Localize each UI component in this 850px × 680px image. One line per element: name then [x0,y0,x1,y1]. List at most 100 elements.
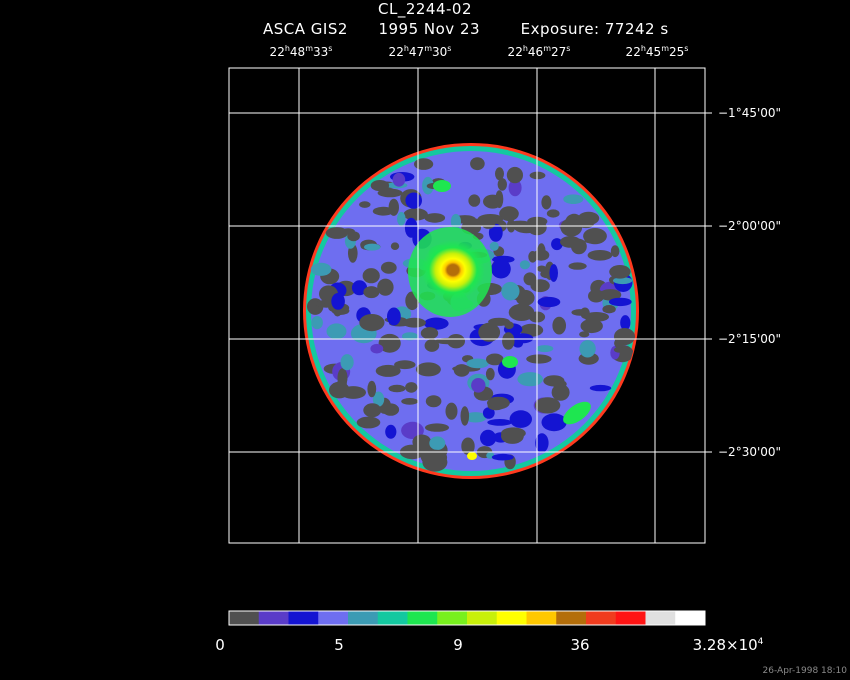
noise-patch [331,293,345,310]
noise-patch [485,367,495,381]
noise-patch [471,378,486,393]
noise-patch [370,180,390,192]
noise-patch [372,206,394,216]
noise-patch [359,201,371,208]
noise-patch [351,280,368,296]
noise-patch [552,316,566,335]
colorbar-label: 5 [334,636,344,654]
noise-patch [511,333,534,344]
exposure-label: Exposure: 77242 s [520,20,669,38]
ra-label: 22h47m30s [388,44,452,59]
noise-patch [535,433,549,453]
noise-patch [397,211,406,226]
noise-patch [533,249,550,261]
noise-patch [509,220,532,230]
noise-patch [466,358,489,369]
noise-patch [363,286,380,299]
colorbar-swatch [615,611,646,625]
dec-label: −2°15'00" [718,332,782,346]
noise-patch [470,157,485,171]
noise-patch [450,213,461,230]
noise-patch [372,391,385,407]
noise-patch [620,315,631,331]
noise-patch [361,417,379,427]
noise-patch [609,265,631,279]
ra-label: 22h45m25s [625,44,689,59]
noise-patch [388,384,406,393]
noise-patch [420,327,439,340]
noise-patch [363,403,382,418]
timestamp: 26-Apr-1998 18:10 [762,666,847,676]
noise-patch [403,208,428,221]
noise-patch [405,382,418,393]
colorbar-label: 36 [570,636,590,654]
noise-patch [560,236,581,248]
noise-patch [519,260,531,270]
noise-patch [310,262,332,276]
colorbar-swatch [675,611,706,625]
colorbar-label: 9 [453,636,463,654]
noise-patch [495,190,504,209]
noise-patch [495,167,504,181]
source-blob [467,452,477,460]
noise-patch [560,218,583,237]
noise-patch [392,172,406,187]
colorbar-label: 0 [215,636,225,654]
dec-label: −1°45'00" [718,106,782,120]
noise-patch [464,412,487,423]
noise-patch [526,354,552,364]
noise-patch [401,398,419,405]
colorbar-swatch [348,611,379,625]
colorbar-max-label: 3.28×104 [692,636,764,654]
noise-patch [326,323,347,340]
noise-patch [468,194,481,207]
noise-patch [568,262,587,270]
noise-patch [502,332,515,350]
noise-patch [599,289,622,301]
colorbar-swatch [407,611,438,625]
colorbar-swatch [645,611,676,625]
source-blob [563,401,591,425]
noise-patch [385,424,397,439]
colorbar-swatch [496,611,527,625]
noise-patch [544,377,564,384]
noise-patch [579,340,596,358]
noise-patch [480,429,497,447]
cluster-emission [421,240,485,300]
source-blob [433,180,451,192]
noise-patch [375,364,401,377]
noise-patch [404,217,418,238]
noise-patch [370,343,384,354]
noise-patch [587,250,613,261]
noise-patch [487,401,505,411]
noise-patch [329,381,350,399]
noise-patch [608,297,632,307]
noise-patch [588,289,605,303]
noise-patch [546,209,560,218]
colorbar-swatch [437,611,468,625]
noise-patch [584,237,604,244]
noise-patch [340,354,354,371]
instrument-label: ASCA GIS2 [263,20,348,38]
noise-patch [549,264,558,282]
ra-label: 22h46m27s [507,44,571,59]
noise-patch [610,245,620,258]
noise-patch [424,317,449,330]
noise-patch [401,332,418,341]
noise-patch [429,436,446,451]
noise-patch [367,380,377,398]
noise-patch [534,397,561,414]
noise-patch [364,243,381,251]
noise-patch [602,305,616,314]
colorbar-frame [228,610,706,626]
noise-patch [506,166,523,184]
noise-patch [377,278,394,296]
detector-image [303,143,639,479]
dec-label: −2°30'00" [718,445,782,459]
noise-patch [445,402,458,420]
noise-patch [551,238,563,251]
colorbar-swatch [467,611,498,625]
noise-patch [478,322,501,342]
noise-patch [578,219,594,229]
